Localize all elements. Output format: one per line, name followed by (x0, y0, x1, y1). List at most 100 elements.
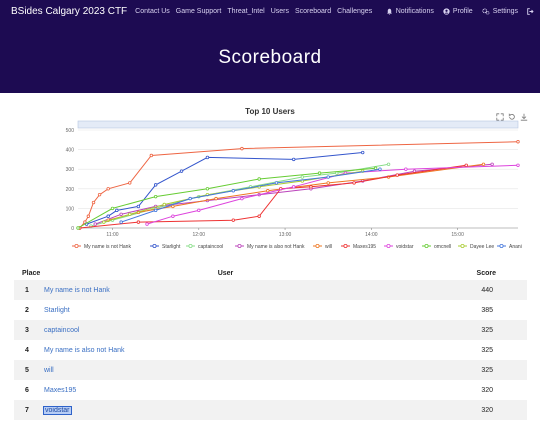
y-tick-label: 200 (66, 187, 75, 193)
row-user-link[interactable]: Starlight (44, 306, 70, 314)
restore-icon[interactable] (508, 108, 516, 126)
page-header: Scoreboard (0, 22, 540, 93)
row-place: 2 (25, 306, 29, 314)
brand-link[interactable]: BSides Calgary 2023 CTF (11, 5, 128, 17)
series-line (146, 164, 519, 225)
nav-link-threat-intel[interactable]: Threat_Intel (227, 7, 265, 15)
x-tick-label: 11:00 (106, 232, 118, 238)
legend-marker (424, 243, 429, 248)
header-score: Score (476, 269, 496, 277)
data-point (378, 167, 382, 171)
data-point (136, 220, 141, 224)
nav-right: Notifications Profile Settings (386, 0, 534, 22)
legend-label: captaincool (198, 244, 223, 250)
legend-label: Maxes195 (353, 244, 376, 250)
chart-title: Top 10 Users (245, 107, 295, 116)
data-point (481, 162, 486, 167)
table-row: 7 voidstar 320 (14, 400, 527, 420)
data-point (231, 218, 235, 222)
data-point (153, 208, 158, 213)
data-point (162, 202, 166, 207)
nav-link-challenges[interactable]: Challenges (337, 7, 373, 15)
header-user: User (217, 269, 234, 277)
row-user-link[interactable]: My name is not Hank (44, 286, 110, 294)
data-point (102, 220, 106, 224)
table-header: Place User Score (14, 266, 527, 280)
settings-link[interactable]: Settings (481, 8, 518, 15)
legend-label: will (325, 244, 332, 250)
data-point (119, 220, 123, 224)
nav-link-users[interactable]: Users (270, 7, 289, 15)
row-score: 325 (481, 326, 493, 334)
y-tick-label: 300 (66, 167, 75, 173)
y-tick-label: 0 (71, 226, 74, 232)
data-point (490, 162, 494, 167)
data-point (197, 208, 201, 213)
data-point (171, 214, 175, 218)
row-place: 3 (25, 326, 29, 334)
row-score: 325 (481, 346, 493, 354)
data-point (464, 163, 468, 167)
data-point (326, 175, 330, 179)
data-point (300, 175, 305, 179)
notifications-link[interactable]: Notifications (386, 8, 434, 15)
y-tick-label: 400 (66, 148, 75, 154)
data-point (373, 166, 378, 170)
profile-link[interactable]: Profile (443, 8, 473, 15)
x-tick-label: 15:00 (451, 232, 464, 238)
data-point (91, 200, 96, 205)
nav-links: Contact Us Game Support Threat_Intel Use… (135, 8, 372, 15)
y-tick-label: 100 (66, 206, 75, 212)
legend-label: voidstar (396, 244, 414, 250)
scoreboard-table: Place User Score 1 My name is not Hank 4… (14, 266, 527, 420)
row-user-link[interactable]: will (44, 366, 54, 374)
data-point (516, 163, 520, 167)
table-row: 2 Starlight 385 (14, 300, 527, 320)
table-row: 3 captaincool 325 (14, 320, 527, 340)
data-point (214, 196, 218, 201)
zoom-icon[interactable] (496, 108, 504, 126)
series-line (108, 163, 484, 221)
data-point (86, 214, 91, 218)
data-point (106, 214, 110, 218)
data-point (205, 155, 210, 160)
header-place: Place (22, 269, 41, 277)
download-icon[interactable] (520, 108, 528, 126)
legend-label: Starlight (162, 244, 181, 250)
data-point (231, 189, 235, 193)
nav-link-game-support[interactable]: Game Support (175, 7, 222, 15)
data-point (171, 204, 175, 209)
x-tick-label: 12:00 (193, 232, 206, 238)
row-user-link-selected[interactable]: voidstar (43, 405, 72, 415)
row-user-link[interactable]: Maxes195 (44, 386, 77, 394)
series-line (86, 152, 363, 225)
user-icon (443, 7, 450, 15)
x-tick-label: 13:00 (279, 232, 292, 238)
data-point (361, 150, 365, 155)
score-chart: Top 10 Users 0 100 200 300 400 500 11:00 12:00 13… (0, 100, 540, 260)
data-point (291, 185, 296, 189)
data-point (145, 222, 149, 226)
data-point (97, 192, 102, 197)
row-place: 4 (25, 346, 29, 354)
data-point (110, 206, 115, 211)
row-user-link[interactable]: captaincool (44, 326, 80, 334)
row-place: 1 (25, 286, 29, 294)
chart-toolbox (496, 108, 528, 126)
row-score: 385 (481, 306, 493, 314)
legend-marker (188, 243, 193, 248)
data-point (291, 157, 296, 162)
data-point (266, 189, 270, 193)
data-point (240, 146, 244, 151)
legend-marker (315, 243, 320, 248)
data-point (153, 194, 158, 199)
logout-link[interactable] (527, 7, 534, 15)
row-user-link[interactable]: My name is also not Hank (44, 346, 125, 354)
nav-link-contact-us[interactable]: Contact Us (135, 7, 170, 15)
nav-link-scoreboard[interactable]: Scoreboard (294, 7, 332, 15)
data-point (309, 185, 313, 189)
table-row: 1 My name is not Hank 440 (14, 280, 527, 300)
data-point (115, 208, 119, 213)
chart-zoom-slider (77, 120, 519, 129)
row-place: 7 (25, 406, 29, 414)
